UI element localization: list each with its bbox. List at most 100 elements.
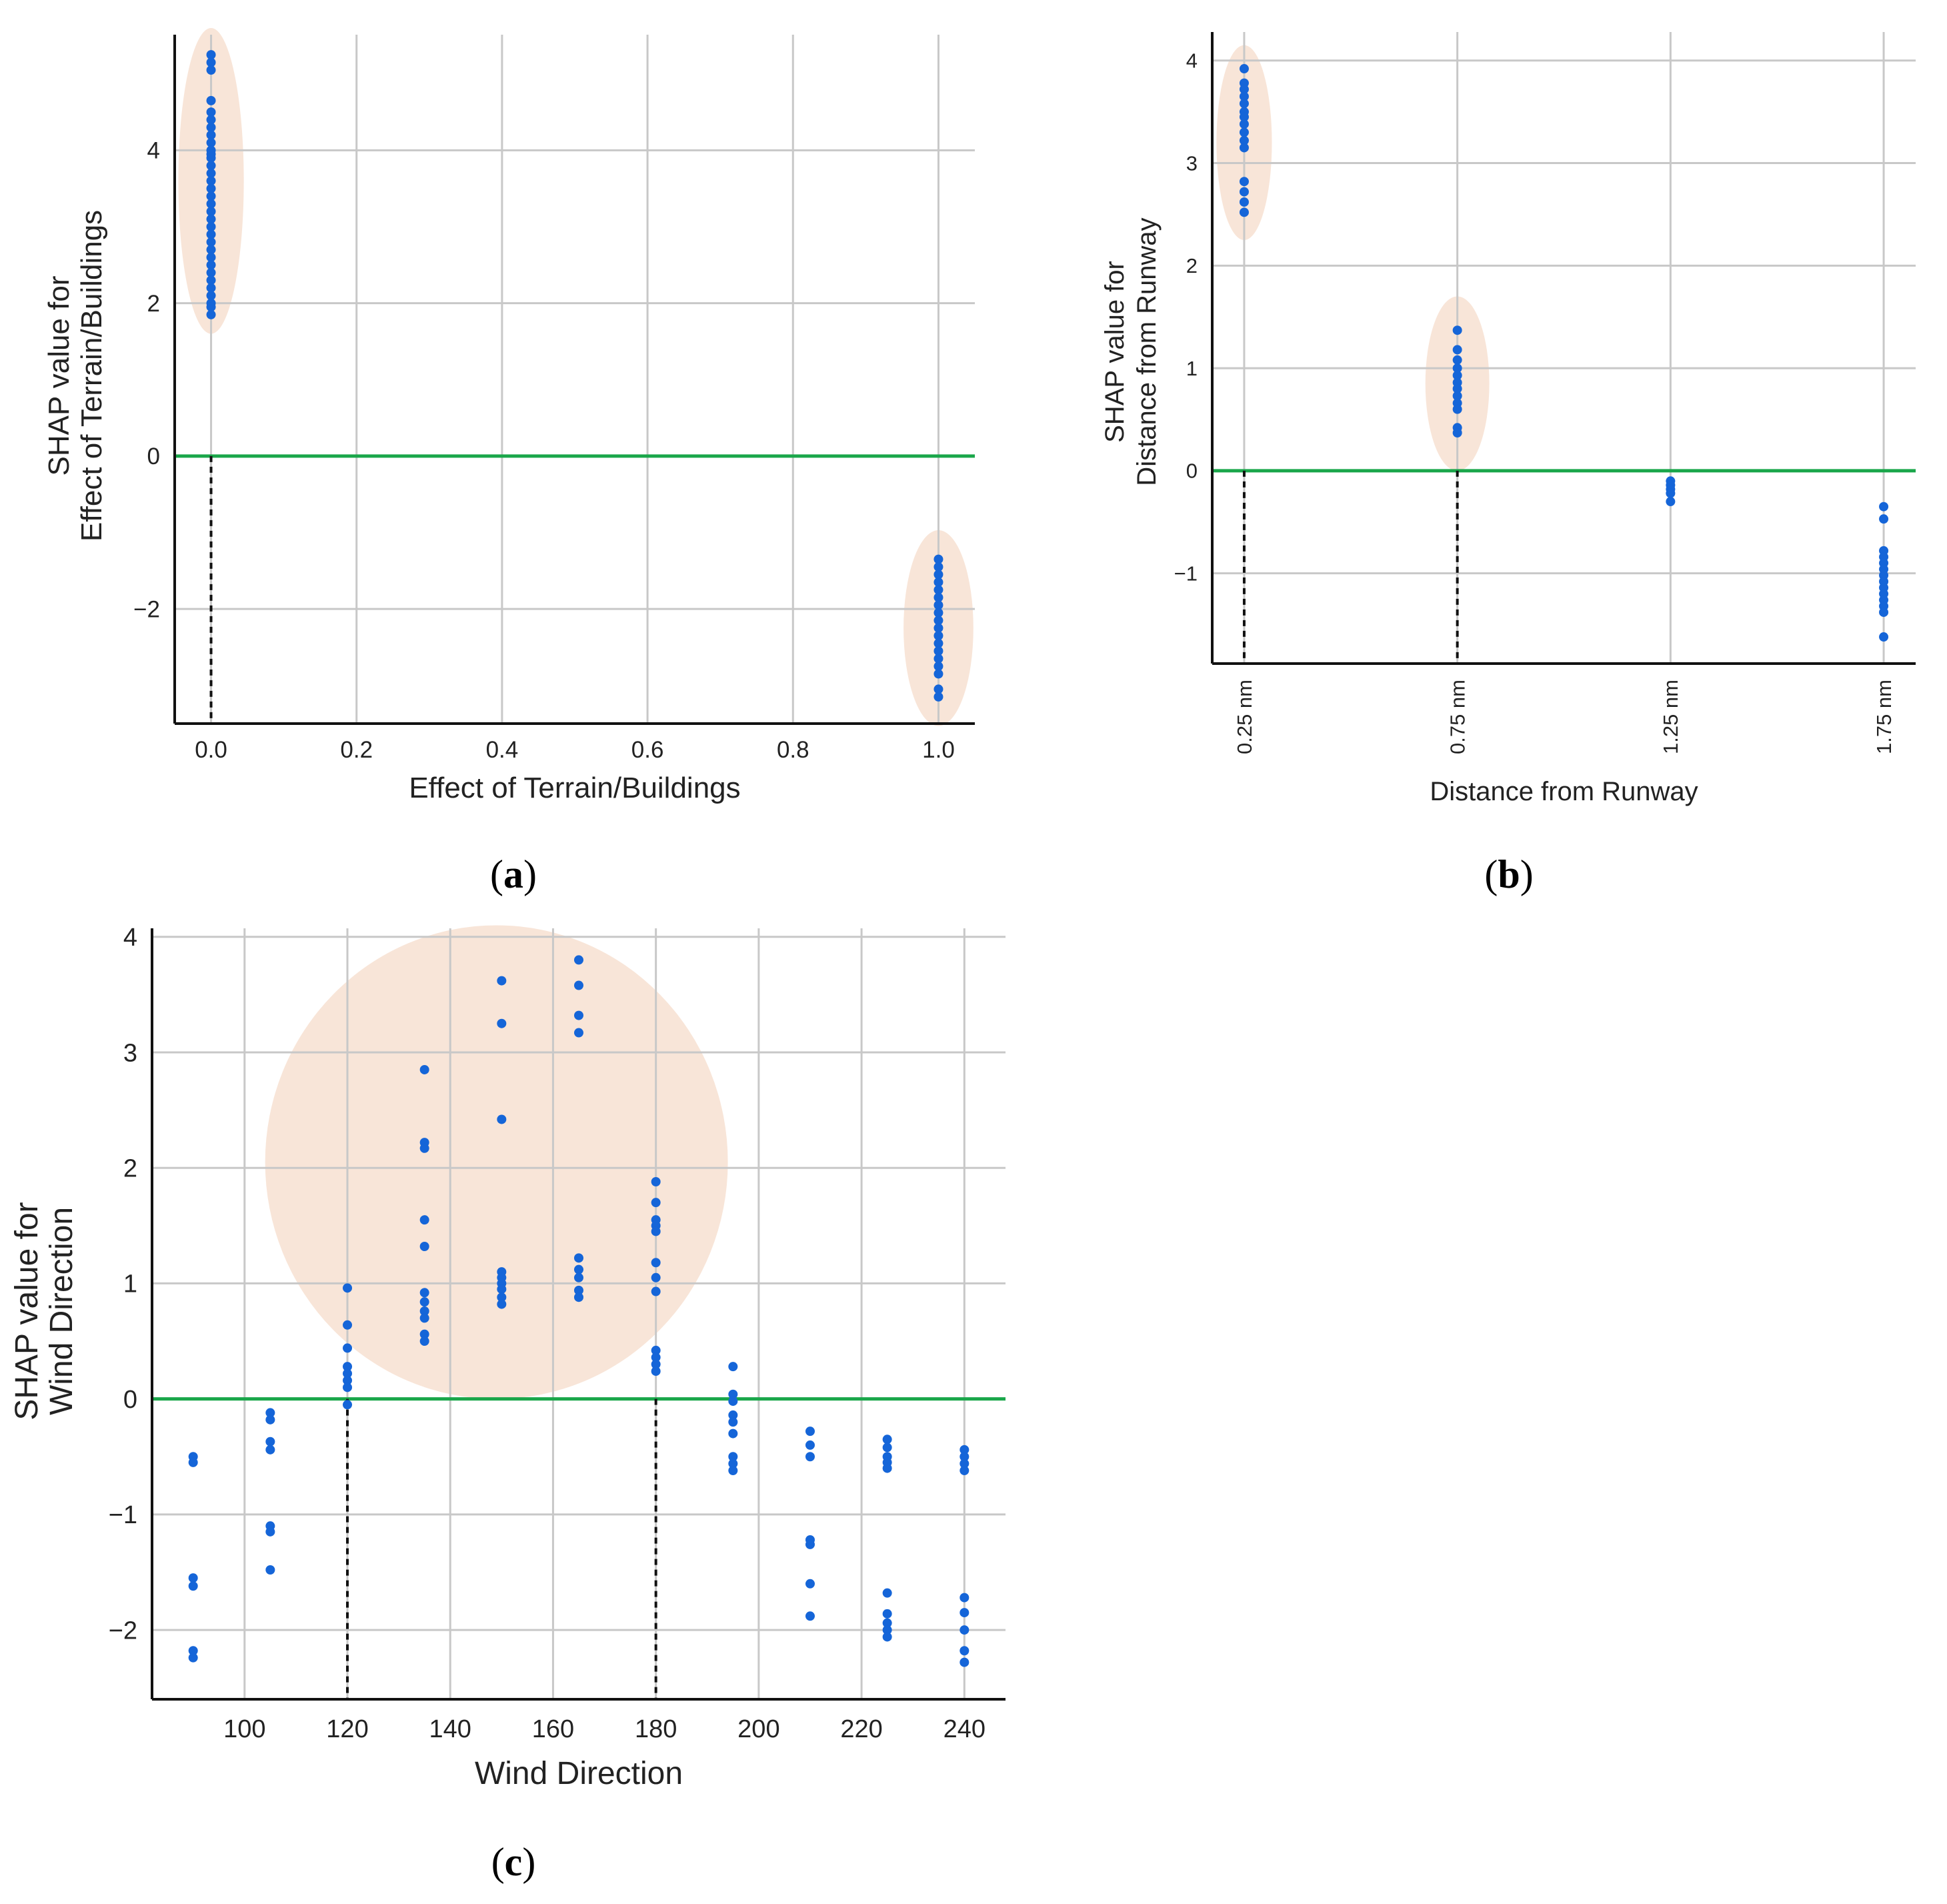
data-point bbox=[497, 976, 507, 986]
panel-label-open-paren: ( bbox=[1484, 852, 1498, 896]
data-point bbox=[933, 669, 943, 679]
data-point bbox=[343, 1320, 353, 1330]
data-point bbox=[1239, 64, 1249, 74]
data-point bbox=[1452, 404, 1462, 414]
data-point bbox=[728, 1396, 738, 1406]
x-tick-label: 200 bbox=[737, 1715, 779, 1743]
data-point bbox=[265, 1565, 275, 1575]
data-point bbox=[651, 1272, 661, 1282]
data-point bbox=[206, 199, 216, 209]
y-tick-label: 4 bbox=[123, 924, 137, 952]
data-point bbox=[882, 1609, 892, 1619]
data-point bbox=[933, 684, 943, 694]
data-point bbox=[651, 1258, 661, 1268]
x-tick-label: 220 bbox=[840, 1715, 882, 1743]
y-tick-label: −1 bbox=[1174, 562, 1198, 586]
data-point bbox=[882, 1588, 892, 1598]
data-point bbox=[206, 168, 216, 178]
highlight-ellipse bbox=[265, 925, 728, 1399]
y-tick-label: 4 bbox=[147, 138, 160, 164]
panel-label-letter: a bbox=[503, 852, 523, 896]
data-point bbox=[574, 1285, 583, 1295]
y-tick-label: 4 bbox=[1186, 49, 1198, 73]
panel-label: (c) bbox=[491, 1840, 536, 1884]
data-point bbox=[651, 1286, 661, 1296]
y-tick-label: −1 bbox=[109, 1501, 137, 1529]
data-point bbox=[1452, 391, 1462, 401]
data-point bbox=[805, 1426, 815, 1437]
data-point bbox=[206, 283, 216, 293]
y-tick-label: 1 bbox=[123, 1270, 137, 1298]
data-point bbox=[206, 260, 216, 270]
data-point bbox=[497, 1114, 507, 1124]
panel-b-chart: 0.25 nm 0.75 nm 1.25 nm 1.75 nm −1 0 1 2 3 4 Dista… bbox=[1100, 32, 1916, 896]
data-point bbox=[933, 608, 943, 618]
x-axis-label: Distance from Runway bbox=[1430, 777, 1698, 806]
data-point bbox=[882, 1632, 892, 1642]
data-point bbox=[206, 115, 216, 125]
data-point bbox=[651, 1359, 661, 1369]
data-point bbox=[265, 1437, 275, 1447]
data-point bbox=[1452, 383, 1462, 393]
data-point bbox=[959, 1593, 969, 1603]
data-point bbox=[206, 229, 216, 239]
data-point bbox=[882, 1618, 892, 1628]
y-tick-label: 0 bbox=[1186, 459, 1198, 483]
data-point bbox=[574, 1028, 583, 1038]
data-point bbox=[728, 1459, 738, 1469]
data-point bbox=[1879, 502, 1889, 512]
data-point bbox=[959, 1452, 969, 1462]
y-tick-label: 3 bbox=[1186, 151, 1198, 175]
data-point bbox=[419, 1297, 429, 1307]
data-point bbox=[1666, 497, 1676, 507]
data-point bbox=[933, 585, 943, 595]
data-point bbox=[206, 252, 216, 262]
data-point bbox=[882, 1443, 892, 1453]
y-tick-label: 2 bbox=[1186, 254, 1198, 277]
data-point bbox=[419, 1064, 429, 1074]
data-point bbox=[574, 1264, 583, 1274]
data-point bbox=[933, 631, 943, 641]
data-point bbox=[419, 1336, 429, 1346]
panel-label-letter: c bbox=[505, 1840, 523, 1884]
data-point bbox=[343, 1400, 353, 1410]
data-point bbox=[206, 191, 216, 201]
y-axis-label-line1: SHAP value for bbox=[43, 275, 75, 475]
data-point bbox=[1452, 325, 1462, 335]
data-point bbox=[959, 1466, 969, 1476]
y-tick-label: −2 bbox=[133, 596, 160, 622]
x-tick-label: 0.0 bbox=[195, 737, 227, 763]
data-point bbox=[805, 1440, 815, 1450]
data-point bbox=[206, 50, 216, 60]
data-point bbox=[933, 616, 943, 626]
data-point bbox=[651, 1352, 661, 1362]
data-point bbox=[1239, 143, 1249, 153]
data-point bbox=[206, 161, 216, 171]
data-point bbox=[206, 275, 216, 285]
panel-label-open-paren: ( bbox=[491, 1840, 505, 1884]
x-tick-label: 1.0 bbox=[922, 737, 955, 763]
x-tick-label: 0.6 bbox=[631, 737, 664, 763]
data-point bbox=[933, 638, 943, 648]
data-point bbox=[959, 1445, 969, 1455]
y-tick-label: 2 bbox=[147, 291, 160, 317]
data-point bbox=[206, 183, 216, 193]
data-point bbox=[574, 1272, 583, 1282]
data-point bbox=[206, 245, 216, 255]
data-point bbox=[343, 1343, 353, 1353]
data-point bbox=[419, 1306, 429, 1316]
data-point bbox=[574, 1253, 583, 1263]
y-tick-label: 0 bbox=[123, 1386, 137, 1414]
y-axis-label-line2: Effect of Terrain/Buildings bbox=[75, 210, 108, 542]
data-point bbox=[728, 1429, 738, 1439]
data-point bbox=[933, 600, 943, 610]
data-point bbox=[1239, 84, 1249, 94]
data-point bbox=[188, 1646, 198, 1656]
data-point bbox=[574, 1010, 583, 1020]
data-point bbox=[206, 176, 216, 186]
data-point bbox=[959, 1608, 969, 1618]
data-point bbox=[933, 662, 943, 672]
data-point bbox=[1452, 427, 1462, 437]
y-tick-label: 3 bbox=[123, 1039, 137, 1067]
data-point bbox=[933, 577, 943, 587]
